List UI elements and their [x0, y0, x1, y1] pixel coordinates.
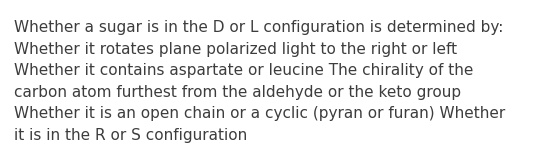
- Text: Whether a sugar is in the D or L configuration is determined by:
Whether it rota: Whether a sugar is in the D or L configu…: [14, 20, 505, 143]
